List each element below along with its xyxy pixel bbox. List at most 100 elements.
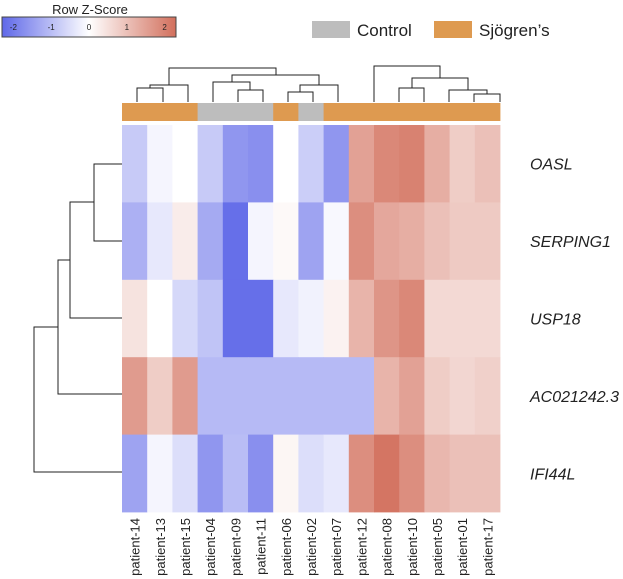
heatmap-cell — [474, 357, 501, 435]
color-key-ticks: -2 -1 0 1 2 — [10, 23, 168, 32]
heatmap-cell — [348, 202, 375, 281]
column-label: patient-02 — [304, 518, 319, 576]
color-key-tick-label: 0 — [87, 23, 92, 32]
column-label: patient-13 — [153, 518, 168, 576]
heatmap-cell — [399, 357, 425, 435]
legend-swatch-sjogrens — [434, 21, 472, 38]
heatmap-cell — [222, 434, 249, 513]
annotation-cell — [399, 103, 425, 121]
column-label: patient-09 — [228, 518, 243, 576]
heatmap-cell — [399, 279, 425, 358]
color-key-tick-label: 1 — [125, 23, 130, 32]
heatmap-cell — [323, 279, 350, 358]
row-label: IFI44L — [530, 466, 575, 483]
color-key-tick-label: -2 — [10, 23, 18, 32]
heatmap-cell — [374, 125, 400, 203]
annotation-cell — [374, 103, 400, 121]
group-legend: Control Sjögren’s — [312, 21, 550, 40]
heatmap-cells — [122, 125, 501, 513]
color-key-tick-label: 2 — [162, 23, 167, 32]
heatmap-cell — [374, 202, 400, 281]
column-label: patient-05 — [430, 518, 445, 576]
heatmap-cell — [147, 357, 173, 435]
heatmap-cell — [399, 434, 425, 513]
heatmap-cell — [374, 357, 400, 435]
column-labels: patient-14 patient-13 patient-15 patient-04… — [128, 518, 496, 576]
heatmap-cell — [424, 125, 450, 203]
heatmap-cell — [197, 279, 224, 358]
column-annotation-bar — [122, 103, 501, 121]
annotation-cell — [449, 103, 476, 121]
heatmap-cell — [122, 202, 148, 281]
heatmap-cell — [197, 125, 224, 203]
heatmap-cell — [222, 202, 249, 281]
heatmap-cell — [374, 434, 400, 513]
annotation-cell — [197, 103, 224, 121]
annotation-cell — [424, 103, 450, 121]
heatmap-cell — [298, 357, 324, 435]
heatmap-cell — [424, 279, 450, 358]
heatmap-cell — [474, 279, 501, 358]
heatmap-cell — [248, 202, 274, 281]
column-label: patient-06 — [279, 518, 294, 576]
heatmap-cell — [248, 357, 274, 435]
heatmap-cell — [399, 202, 425, 281]
heatmap-cell — [222, 357, 249, 435]
annotation-cell — [298, 103, 324, 121]
heatmap-cell — [348, 357, 375, 435]
heatmap-cell — [298, 125, 324, 203]
annotation-cell — [122, 103, 148, 121]
heatmap-cell — [222, 279, 249, 358]
annotation-cell — [273, 103, 299, 121]
heatmap-cell — [449, 434, 476, 513]
row-label: SERPING1 — [530, 234, 611, 251]
color-key: Row Z-Score -2 -1 0 1 2 — [1, 2, 177, 38]
heatmap-cell — [449, 357, 476, 435]
annotation-cell — [147, 103, 173, 121]
heatmap-cell — [273, 279, 299, 358]
heatmap-cell — [424, 202, 450, 281]
heatmap-cell — [323, 202, 350, 281]
heatmap-cell — [122, 279, 148, 358]
heatmap-cell — [197, 202, 224, 281]
heatmap-cell — [222, 125, 249, 203]
row-dendrogram — [33, 163, 122, 473]
annotation-cell — [248, 103, 274, 121]
heatmap-cell — [323, 125, 350, 203]
heatmap-cell — [298, 202, 324, 281]
heatmap-cell — [449, 125, 476, 203]
color-key-tick-label: -1 — [48, 23, 56, 32]
annotation-cell — [348, 103, 375, 121]
heatmap-cell — [298, 279, 324, 358]
row-label: OASL — [530, 157, 573, 174]
legend-label-sjogrens: Sjögren’s — [479, 21, 550, 40]
heatmap-cell — [248, 125, 274, 203]
heatmap-cell — [248, 434, 274, 513]
column-label: patient-15 — [178, 518, 193, 576]
heatmap-cell — [197, 357, 224, 435]
column-label: patient-14 — [128, 518, 143, 576]
heatmap-cell — [172, 434, 198, 513]
color-key-bar — [1, 16, 177, 38]
heatmap-cell — [147, 279, 173, 358]
annotation-cell — [474, 103, 501, 121]
column-label: patient-08 — [380, 518, 395, 576]
heatmap-cell — [122, 125, 148, 203]
heatmap-cell — [122, 357, 148, 435]
heatmap-cell — [298, 434, 324, 513]
heatmap-cell — [172, 357, 198, 435]
heatmap-cell — [172, 125, 198, 203]
heatmap-cell — [323, 357, 350, 435]
heatmap-cell — [474, 202, 501, 281]
column-label: patient-04 — [203, 518, 218, 576]
heatmap-cell — [348, 125, 375, 203]
color-key-title: Row Z-Score — [52, 2, 128, 17]
column-label: patient-11 — [254, 518, 269, 575]
heatmap-cell — [273, 202, 299, 281]
heatmap-cell — [474, 125, 501, 203]
heatmap-cell — [197, 434, 224, 513]
heatmap-cell — [248, 279, 274, 358]
column-label: patient-10 — [405, 518, 420, 576]
heatmap-cell — [172, 202, 198, 281]
heatmap-cell — [348, 434, 375, 513]
